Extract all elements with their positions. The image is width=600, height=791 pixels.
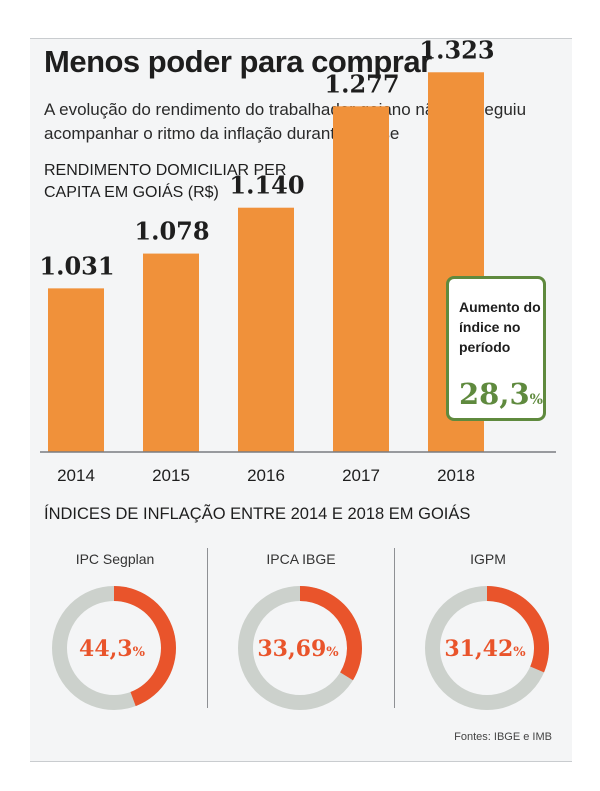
x-tick-label: 2015: [152, 466, 190, 485]
bar-value-label: 1.031: [39, 251, 114, 280]
donut-value-label: 44,3%: [79, 636, 146, 662]
x-tick-label: 2018: [437, 466, 475, 485]
x-tick-label: 2014: [57, 466, 95, 485]
donut-value-label: 33,69%: [257, 636, 339, 662]
bar-value-label: 1.078: [134, 217, 209, 246]
donut-title-ipc-segplan: IPC Segplan: [75, 551, 155, 567]
donut-slice-2: [300, 586, 362, 681]
bar-2015: [143, 253, 199, 452]
income-section-label: RENDIMENTO DOMICILIAR PER CAPITA EM GOIÁ…: [44, 162, 287, 201]
growth-callout-value: 28,3%: [459, 377, 549, 411]
donut-value-label: 31,42%: [444, 636, 526, 662]
donut-title-ipca-ibge: IPCA IBGE: [266, 551, 336, 567]
growth-value-unit: %: [529, 392, 543, 408]
source-note: Fontes: IBGE e IMB: [454, 731, 552, 743]
growth-callout-label: Aumento do índice no período: [459, 299, 541, 355]
donut-slice-1: [114, 586, 177, 707]
donut-divider: [394, 548, 395, 708]
inflation-section-label: ÍNDICES DE INFLAÇÃO ENTRE 2014 E 2018 EM…: [44, 505, 471, 523]
page-subtitle: A evolução do rendimento do trabalhador …: [44, 100, 527, 143]
x-tick-label: 2016: [247, 466, 285, 485]
growth-value-number: 28,3: [459, 377, 530, 411]
donut-title-igpm: IGPM: [470, 551, 506, 567]
page-title: Menos poder para comprar: [44, 44, 432, 79]
bar-value-label: 1.140: [229, 171, 304, 200]
bar-2017: [333, 106, 389, 452]
donut-divider: [207, 548, 208, 708]
growth-callout-box: Aumento do índice no período 28,3%: [446, 276, 546, 421]
x-tick-label: 2017: [342, 466, 380, 485]
bar-value-label: 1.323: [419, 35, 494, 64]
donut-slice-3: [487, 586, 549, 673]
bar-value-label: 1.277: [324, 69, 399, 98]
bar-2016: [238, 207, 294, 452]
bar-2014: [48, 288, 104, 452]
